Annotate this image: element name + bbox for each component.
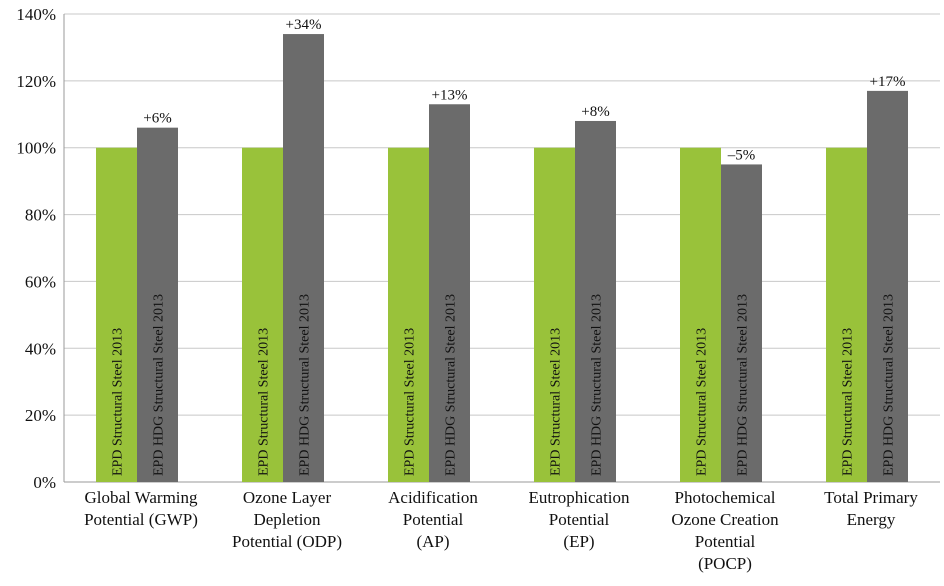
bar-series-label: EPD Structural Steel 2013 <box>841 328 856 476</box>
bar <box>721 164 762 482</box>
data-label: +6% <box>143 111 171 127</box>
x-category-label: Global Warming <box>84 488 198 507</box>
bar-series-label: EPD HDG Structural Steel 2013 <box>590 294 605 476</box>
x-category-label: Acidification <box>388 488 478 507</box>
x-category-label: Depletion <box>253 510 321 529</box>
y-tick-label: 80% <box>25 206 56 225</box>
bar <box>429 104 470 482</box>
x-category-label: Ozone Creation <box>671 510 779 529</box>
bar-series-label: EPD Structural Steel 2013 <box>549 328 564 476</box>
y-tick-label: 140% <box>16 5 56 24</box>
bar <box>867 90 908 482</box>
bar <box>826 147 867 482</box>
bar-series-label: EPD Structural Steel 2013 <box>403 328 418 476</box>
x-category-label: Energy <box>847 510 896 529</box>
bar <box>137 127 178 483</box>
bar-series-label: EPD Structural Steel 2013 <box>695 328 710 476</box>
bar-series-label: EPD HDG Structural Steel 2013 <box>444 294 459 476</box>
x-category-label: (POCP) <box>698 554 752 573</box>
y-tick-label: 20% <box>25 406 56 425</box>
bar <box>96 147 137 482</box>
bar <box>283 34 324 483</box>
bar-series-label: EPD HDG Structural Steel 2013 <box>152 294 167 476</box>
bar <box>575 120 616 482</box>
data-label: +13% <box>432 87 468 103</box>
bar-series-label: EPD HDG Structural Steel 2013 <box>736 294 751 476</box>
x-category-label: Eutrophication <box>528 488 630 507</box>
data-label: –5% <box>727 147 756 163</box>
bar <box>388 147 429 482</box>
bar <box>680 147 721 482</box>
x-category-label: Potential <box>549 510 610 529</box>
x-category-label: Total Primary <box>824 488 918 507</box>
x-category-label: Potential <box>695 532 756 551</box>
bars-layer <box>96 34 908 483</box>
bar-series-label: EPD HDG Structural Steel 2013 <box>882 294 897 476</box>
x-category-label: Potential (GWP) <box>84 510 198 529</box>
x-category-label: (AP) <box>416 532 449 551</box>
x-category-label: Photochemical <box>674 488 775 507</box>
data-label: +34% <box>286 17 322 33</box>
bar <box>534 147 575 482</box>
x-category-label: Potential <box>403 510 464 529</box>
y-tick-label: 60% <box>25 272 56 291</box>
y-tick-label: 120% <box>16 72 56 91</box>
data-label: +17% <box>870 74 906 90</box>
x-category-label: Ozone Layer <box>243 488 332 507</box>
x-category-label: (EP) <box>563 532 594 551</box>
x-category-label: Potential (ODP) <box>232 532 342 551</box>
grid-layer <box>63 13 940 483</box>
y-tick-label: 100% <box>16 139 56 158</box>
bar-series-label: EPD Structural Steel 2013 <box>257 328 272 476</box>
bar-series-label: EPD Structural Steel 2013 <box>111 328 126 476</box>
y-tick-label: 0% <box>33 473 56 492</box>
bar <box>242 147 283 482</box>
bar-series-label: EPD HDG Structural Steel 2013 <box>298 294 313 476</box>
data-label: +8% <box>581 104 609 120</box>
labels-layer: 0% 20% 40% 60% 80% 100% 120% 140% EPD Structural… <box>16 5 918 573</box>
y-tick-label: 40% <box>25 339 56 358</box>
